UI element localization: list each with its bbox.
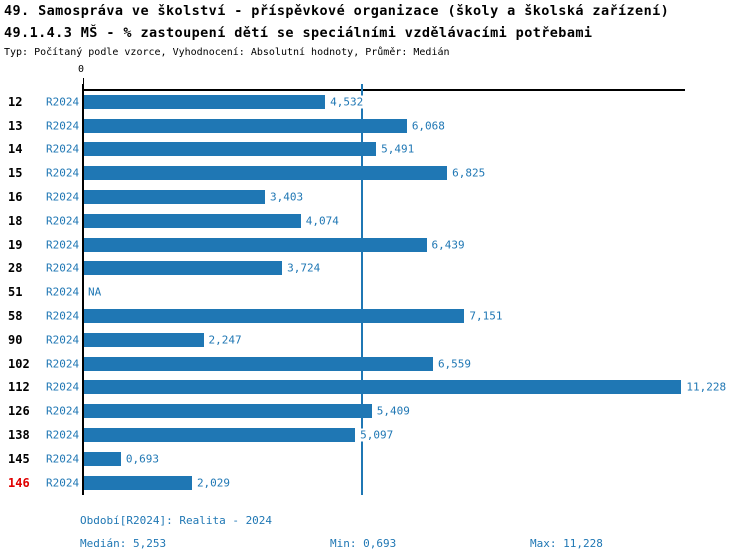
chart-rows: 12 R2024 4,532 13 R2024 6,068 14 R2024 5… [0,90,750,495]
bar [84,94,326,109]
row-period-label: R2024 [46,95,80,109]
indicator-title: 49.1.4.3 MŠ - % zastoupení dětí se speci… [4,25,593,41]
row-id-label: 90 [8,332,23,347]
bar-value-label: 3,724 [286,261,322,275]
chart-row: 15 R2024 6,825 [0,161,750,185]
x-axis-zero-tick-label: 0 [78,64,85,75]
bar [84,475,192,490]
chart-row: 112 R2024 11,228 [0,376,750,400]
x-axis-line [83,89,685,91]
row-period-label: R2024 [46,285,80,299]
row-period-label: R2024 [46,309,80,323]
row-id-label: 51 [8,285,23,300]
bar-value-label: 5,097 [359,428,395,442]
bar [84,309,465,324]
footer-max-stat: Max: 11,228 [530,537,603,550]
bar-value-label: 6,439 [430,238,466,252]
bar-value-label: 2,247 [207,333,243,347]
bar [84,451,121,466]
chart-row: 28 R2024 3,724 [0,257,750,281]
chart-row: 14 R2024 5,491 [0,138,750,162]
bar [84,142,377,157]
bar [84,404,372,419]
row-id-label: 19 [8,237,23,252]
chart-meta-line: Typ: Počítaný podle vzorce, Vyhodnocení:… [4,47,450,58]
bar-value-label: 0,693 [124,452,160,466]
row-id-label: 12 [8,94,23,109]
bar-value-label: 4,074 [304,214,340,228]
row-id-label: 138 [8,428,30,443]
row-id-label: 13 [8,118,23,133]
bar-value-label: 2,029 [195,476,232,490]
bar-value-label: 5,409 [375,404,411,418]
row-period-label: R2024 [46,452,80,466]
bar [84,261,283,276]
bar [84,166,448,181]
chart-row: 146 R2024 2,029 [0,471,750,495]
row-period-label: R2024 [46,214,80,228]
row-id-label: 15 [8,166,23,181]
row-id-label: 112 [8,380,30,395]
bar-value-label: 11,228 [685,380,728,394]
footer-median-stat: Medián: 5,253 [80,537,167,550]
row-period-label: R2024 [46,142,80,156]
bar [84,380,682,395]
footer-min-stat: Min: 0,693 [330,537,397,550]
chart-row: 51 R2024 NA [0,280,750,304]
bar [84,428,356,443]
bar-value-label: 6,068 [410,119,446,133]
median-reference-line [361,84,364,495]
bar [84,356,433,371]
x-axis-zero-tick [83,78,84,89]
row-id-label: 146 [8,475,30,490]
bar [84,190,266,205]
report-title: 49. Samospráva ve školství - příspěvkové… [4,3,670,19]
row-period-label: R2024 [46,333,80,347]
row-period-label: R2024 [46,357,80,371]
bar [84,237,427,252]
chart-row: 138 R2024 5,097 [0,423,750,447]
row-period-label: R2024 [46,404,80,418]
row-id-label: 16 [8,190,23,205]
row-id-label: 28 [8,261,23,276]
row-period-label: R2024 [46,166,80,180]
row-period-label: R2024 [46,119,80,133]
bar-value-label: 3,403 [269,190,305,204]
row-period-label: R2024 [46,476,80,490]
bar-value-label: NA [88,285,102,299]
bar [84,213,301,228]
row-period-label: R2024 [46,238,80,252]
chart-row: 18 R2024 4,074 [0,209,750,233]
row-id-label: 102 [8,356,30,371]
chart-row: 145 R2024 0,693 [0,447,750,471]
row-period-label: R2024 [46,380,80,394]
row-id-label: 14 [8,142,23,157]
chart-row: 58 R2024 7,151 [0,304,750,328]
bar-value-label: 4,532 [329,95,365,109]
row-id-label: 126 [8,404,30,419]
row-id-label: 145 [8,451,30,466]
bar-value-label: 5,491 [380,142,416,156]
footer-period-info: Období[R2024]: Realita - 2024 [80,514,273,527]
row-period-label: R2024 [46,261,80,275]
chart-row: 102 R2024 6,559 [0,352,750,376]
row-period-label: R2024 [46,190,80,204]
bar-value-label: 7,151 [468,309,504,323]
chart-row: 12 R2024 4,532 [0,90,750,114]
bar [84,332,204,347]
bar-value-label: 6,559 [436,357,473,371]
chart-row: 90 R2024 2,247 [0,328,750,352]
chart-row: 19 R2024 6,439 [0,233,750,257]
chart-row: 13 R2024 6,068 [0,114,750,138]
row-id-label: 58 [8,309,23,324]
row-id-label: 18 [8,213,23,228]
bar-value-label: 6,825 [451,166,487,180]
row-period-label: R2024 [46,428,80,442]
y-axis-line [82,84,84,495]
chart-row: 126 R2024 5,409 [0,399,750,423]
bar [84,118,407,133]
chart-row: 16 R2024 3,403 [0,185,750,209]
